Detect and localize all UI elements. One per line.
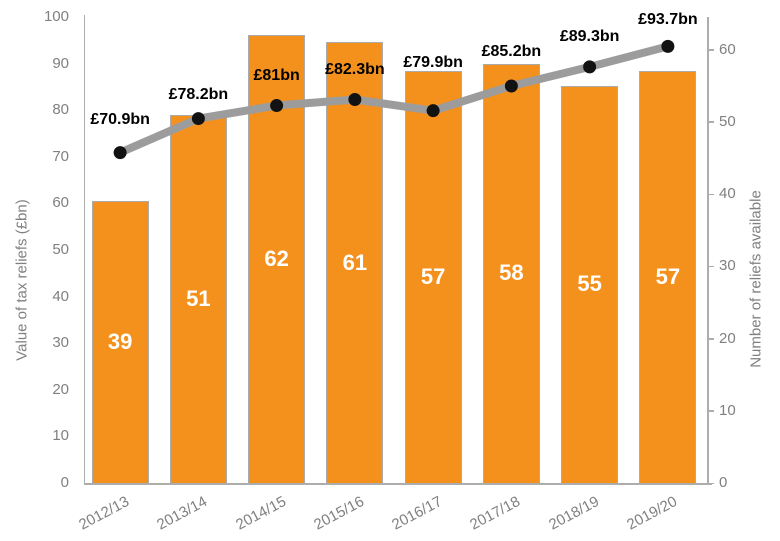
right-axis-tick-mark (707, 265, 714, 268)
right-axis-line (707, 17, 709, 484)
left-axis-tick-label: 70 (52, 147, 69, 165)
right-axis-tick-label: 50 (719, 112, 736, 130)
bar (326, 42, 384, 483)
line-point-label: £89.3bn (559, 27, 620, 45)
line-marker (426, 104, 440, 118)
right-axis-tick-mark (707, 482, 714, 484)
line-point-label: £93.7bn (638, 11, 698, 29)
line-marker (113, 146, 127, 160)
right-axis-tick-label: 30 (719, 257, 736, 275)
line-point-label: £82.3bn (325, 61, 385, 79)
bar (404, 71, 462, 483)
line-point-label: £78.2bn (168, 85, 229, 103)
line-marker (191, 112, 205, 126)
left-axis-tick-label: 0 (60, 474, 69, 491)
left-axis-tick-label: 30 (52, 334, 69, 352)
right-axis-tick-mark (707, 193, 714, 195)
left-axis-tick-label: 10 (52, 427, 69, 445)
bar-value-label: 39 (107, 329, 133, 355)
bar-value-label: 57 (420, 264, 446, 290)
right-axis-tick-mark (707, 410, 714, 412)
bar-value-label: 62 (264, 246, 289, 272)
line-marker (583, 60, 597, 74)
bar-value-label: 57 (655, 264, 681, 290)
bar-value-label: 51 (186, 285, 211, 311)
line-marker (661, 39, 675, 53)
line-point-label: £81bn (253, 66, 300, 84)
bar (169, 114, 227, 483)
left-axis-tick-label: 90 (52, 54, 69, 72)
bar (482, 63, 540, 483)
line-point-label: £79.9bn (403, 53, 463, 71)
right-axis-tick-label: 40 (719, 185, 736, 202)
line-point-label: £70.9bn (90, 110, 150, 128)
right-axis-tick-label: 60 (719, 40, 736, 58)
x-axis-line (83, 483, 712, 485)
line-marker (270, 99, 284, 113)
line-marker (348, 92, 362, 106)
line-path (116, 42, 672, 157)
left-axis-tick-label: 100 (43, 8, 69, 25)
bar (91, 201, 149, 483)
right-axis-tick-mark (707, 49, 714, 51)
line-point-label: £85.2bn (481, 42, 542, 60)
left-axis-tick-label: 40 (52, 287, 69, 305)
right-axis-tick-label: 0 (719, 474, 728, 491)
line-marker (504, 79, 518, 93)
left-axis-tick-label: 50 (52, 241, 69, 258)
right-axis-tick-label: 10 (719, 401, 736, 419)
bar (639, 71, 697, 483)
bar-value-label: 55 (577, 271, 602, 297)
left-axis-tick-label: 20 (52, 380, 69, 398)
right-axis-tick-mark (707, 121, 714, 123)
left-axis-tick-label: 80 (52, 101, 69, 119)
bar (561, 85, 619, 483)
bar-value-label: 61 (342, 249, 368, 275)
right-axis-tick-label: 20 (719, 329, 736, 347)
left-axis-tick-label: 60 (52, 194, 69, 212)
bar-value-label: 58 (499, 260, 524, 286)
left-axis-line (83, 15, 85, 484)
right-axis-tick-mark (707, 338, 714, 340)
